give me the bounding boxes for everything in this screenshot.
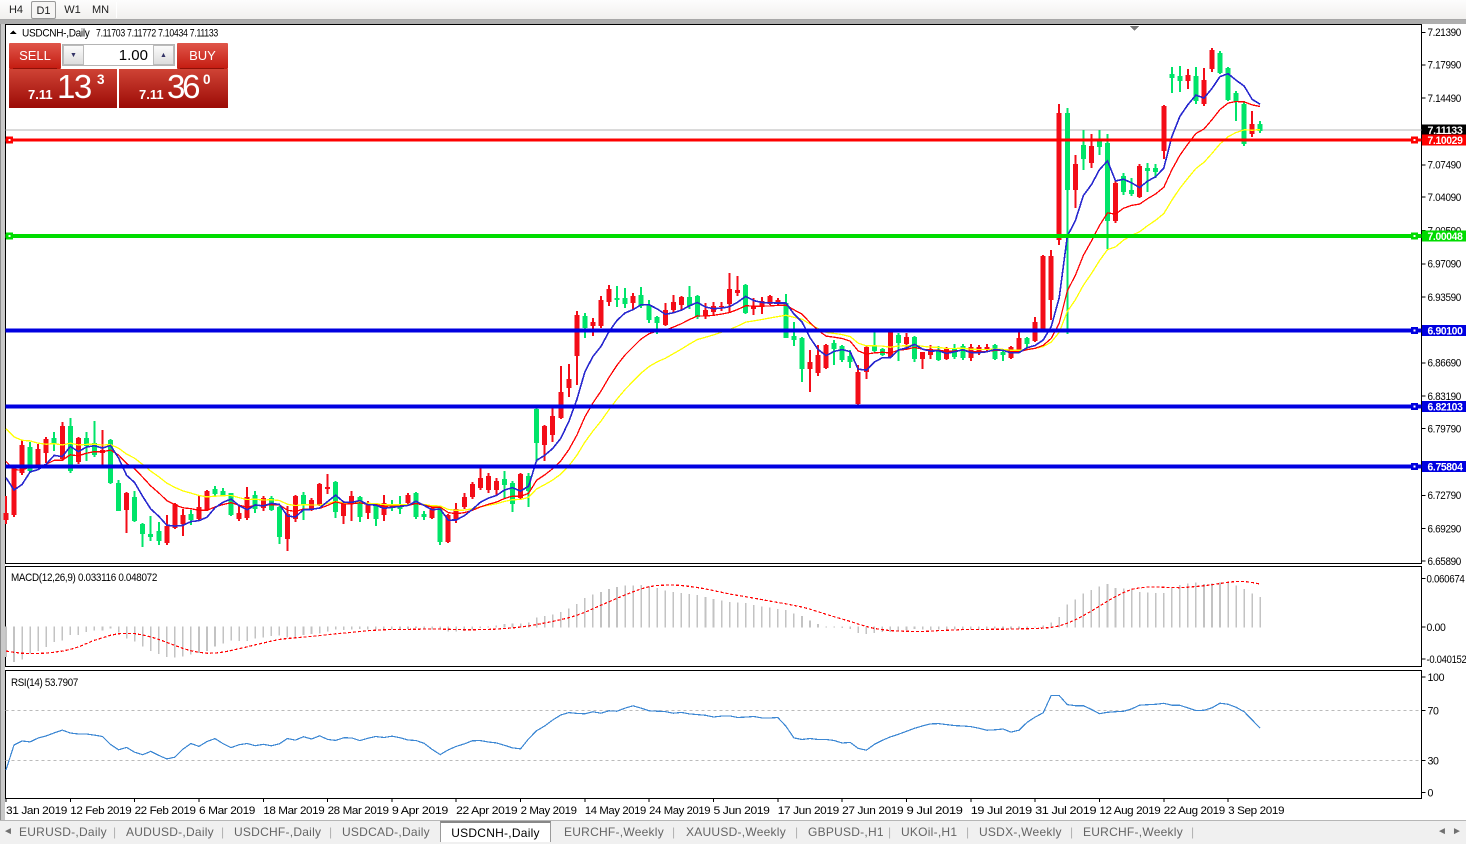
svg-text:6.82103: 6.82103 — [1428, 401, 1463, 413]
svg-text:6.65890: 6.65890 — [1428, 556, 1462, 568]
svg-text:24 May 2019: 24 May 2019 — [649, 805, 710, 817]
svg-text:USDCNH-,Daily: USDCNH-,Daily — [22, 28, 90, 40]
svg-text:31 Jan 2019: 31 Jan 2019 — [6, 805, 68, 817]
svg-text:0.060674: 0.060674 — [1427, 573, 1465, 585]
svg-text:70: 70 — [1428, 705, 1440, 717]
svg-text:9 Jul 2019: 9 Jul 2019 — [907, 805, 964, 817]
svg-text:28 Mar 2019: 28 Mar 2019 — [328, 805, 389, 817]
svg-text:22 Feb 2019: 22 Feb 2019 — [135, 805, 196, 817]
svg-text:7.21390: 7.21390 — [1428, 27, 1462, 39]
svg-text:6.93590: 6.93590 — [1428, 292, 1462, 304]
svg-text:RSI(14) 53.7907: RSI(14) 53.7907 — [11, 677, 78, 689]
svg-text:6.90100: 6.90100 — [1428, 325, 1463, 337]
svg-text:6.79790: 6.79790 — [1428, 423, 1462, 435]
svg-text:12 Feb 2019: 12 Feb 2019 — [70, 805, 131, 817]
svg-text:7.11133: 7.11133 — [1428, 125, 1463, 137]
svg-text:MACD(12,26,9) 0.033116 0.04807: MACD(12,26,9) 0.033116 0.048072 — [11, 572, 157, 584]
svg-text:17 Jun 2019: 17 Jun 2019 — [778, 805, 840, 817]
svg-text:14 May 2019: 14 May 2019 — [585, 805, 646, 817]
svg-text:27 Jun 2019: 27 Jun 2019 — [842, 805, 904, 817]
svg-text:6.69290: 6.69290 — [1428, 523, 1462, 535]
svg-text:7.07490: 7.07490 — [1428, 160, 1462, 172]
svg-text:18 Mar 2019: 18 Mar 2019 — [263, 805, 324, 817]
svg-text:22 Apr 2019: 22 Apr 2019 — [456, 805, 518, 817]
svg-text:3 Sep 2019: 3 Sep 2019 — [1228, 805, 1284, 817]
svg-text:6.86690: 6.86690 — [1428, 358, 1462, 370]
svg-text:6.83190: 6.83190 — [1428, 391, 1462, 403]
svg-text:12 Aug 2019: 12 Aug 2019 — [1099, 805, 1160, 817]
svg-text:7.04090: 7.04090 — [1428, 192, 1462, 204]
svg-text:5 Jun 2019: 5 Jun 2019 — [714, 805, 771, 817]
svg-text:7.11703 7.11772 7.10434 7.1113: 7.11703 7.11772 7.10434 7.11133 — [96, 28, 218, 40]
svg-text:2 May 2019: 2 May 2019 — [521, 805, 577, 817]
svg-text:7.17990: 7.17990 — [1428, 60, 1462, 72]
svg-text:19 Jul 2019: 19 Jul 2019 — [971, 805, 1033, 817]
svg-text:7.00048: 7.00048 — [1428, 231, 1463, 243]
svg-text:30: 30 — [1428, 755, 1440, 767]
svg-text:100: 100 — [1428, 672, 1445, 684]
svg-text:6.75804: 6.75804 — [1428, 461, 1463, 473]
svg-text:7.14490: 7.14490 — [1428, 93, 1462, 105]
svg-text:9 Apr 2019: 9 Apr 2019 — [392, 805, 449, 817]
svg-text:6 Mar 2019: 6 Mar 2019 — [199, 805, 256, 817]
svg-text:6.97090: 6.97090 — [1428, 259, 1462, 271]
svg-text:6.72790: 6.72790 — [1428, 490, 1462, 502]
svg-text:0.00: 0.00 — [1427, 622, 1446, 634]
svg-text:31 Jul 2019: 31 Jul 2019 — [1035, 805, 1097, 817]
svg-text:0: 0 — [1428, 787, 1434, 799]
svg-text:22 Aug 2019: 22 Aug 2019 — [1164, 805, 1225, 817]
svg-text:-0.040152: -0.040152 — [1427, 654, 1466, 666]
svg-text:7.10029: 7.10029 — [1428, 135, 1463, 147]
